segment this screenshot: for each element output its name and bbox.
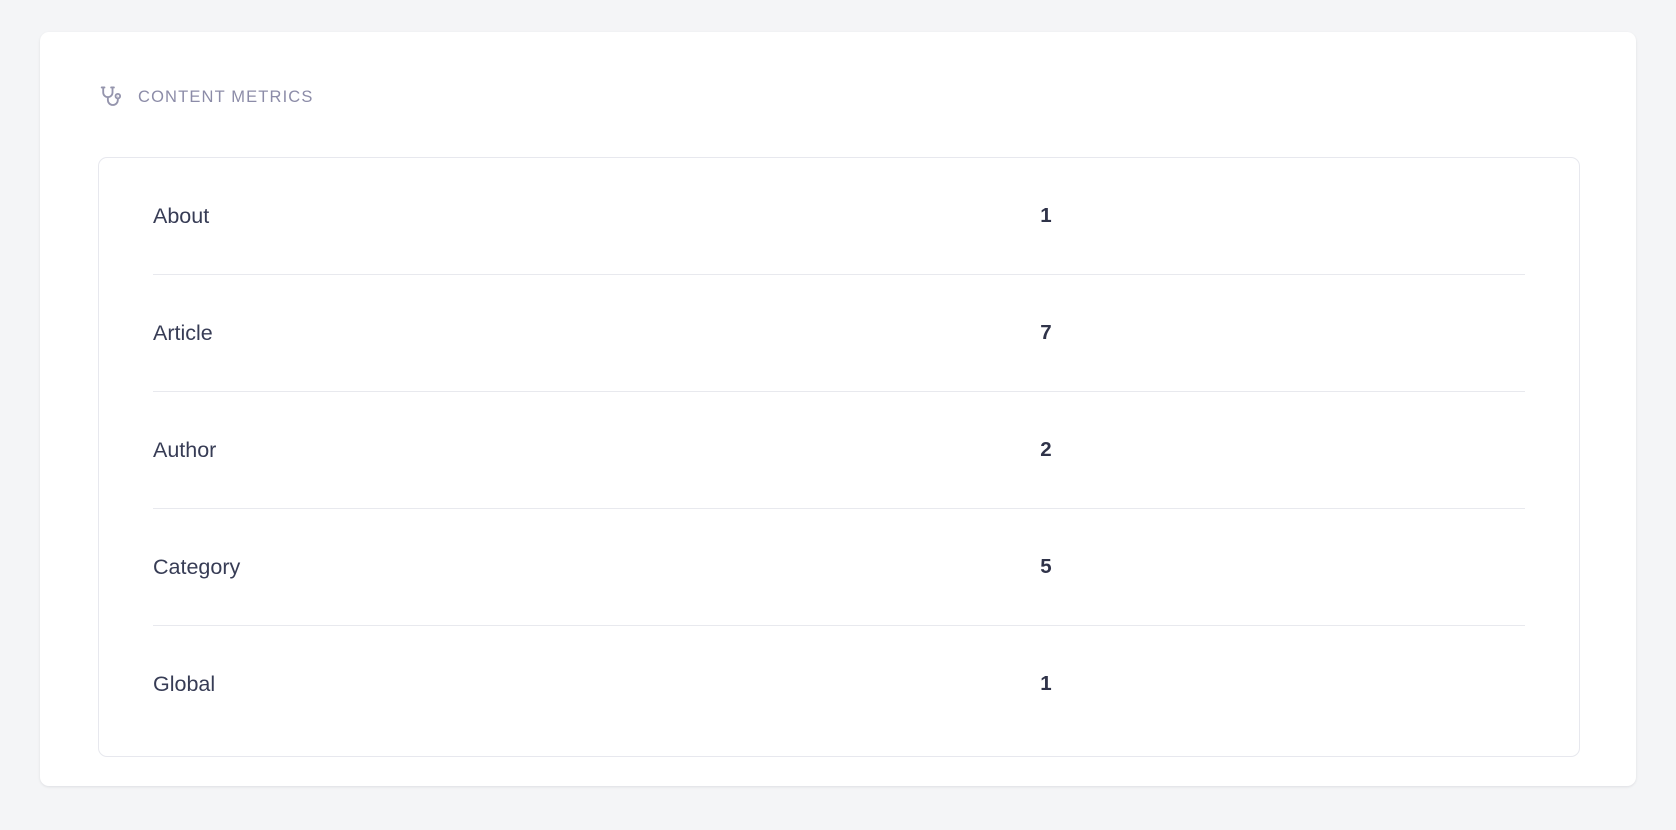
metric-label: Global bbox=[153, 671, 216, 696]
content-metrics-table: About 1 Article 7 Author 2 Category 5 Gl… bbox=[98, 157, 1580, 757]
table-row[interactable]: Author 2 bbox=[99, 392, 1579, 509]
metric-label: Article bbox=[153, 320, 213, 345]
table-row[interactable]: Global 1 bbox=[99, 626, 1579, 743]
metric-value: 2 bbox=[1040, 438, 1052, 462]
table-row[interactable]: Article 7 bbox=[99, 275, 1579, 392]
metric-value: 5 bbox=[1040, 555, 1052, 579]
metric-value: 7 bbox=[1040, 321, 1052, 345]
page-title: CONTENT METRICS bbox=[138, 87, 314, 106]
metric-label: About bbox=[153, 203, 210, 228]
content-metrics-card: CONTENT METRICS About 1 Article 7 Author… bbox=[40, 32, 1636, 786]
metric-value: 1 bbox=[1040, 204, 1052, 228]
stethoscope-icon bbox=[98, 84, 124, 110]
metric-label: Author bbox=[153, 437, 217, 462]
card-header: CONTENT METRICS bbox=[98, 82, 314, 112]
table-row[interactable]: Category 5 bbox=[99, 509, 1579, 626]
metric-value: 1 bbox=[1040, 672, 1052, 696]
metric-label: Category bbox=[153, 554, 241, 579]
table-row[interactable]: About 1 bbox=[99, 158, 1579, 275]
